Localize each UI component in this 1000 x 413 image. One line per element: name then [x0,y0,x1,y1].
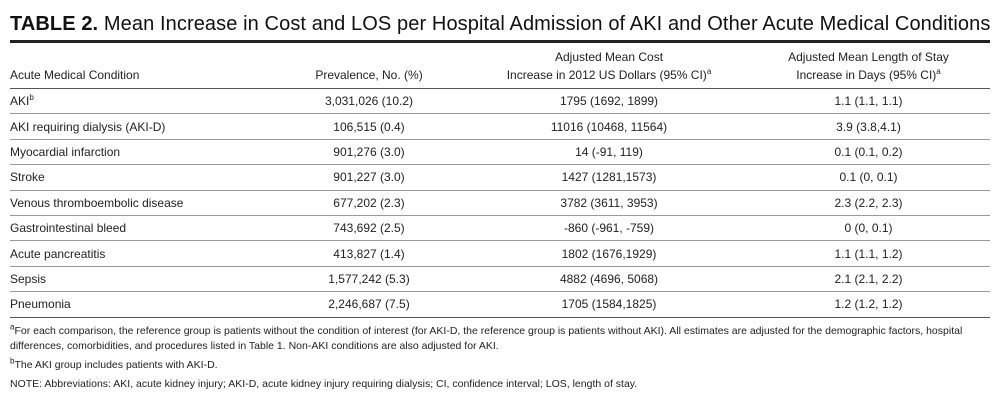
table-document: TABLE 2. Mean Increase in Cost and LOS p… [10,12,990,392]
table-row: Pneumonia 2,246,687 (7.5) 1705 (1584,182… [10,291,990,318]
los-cell: 1.1 (1.1, 1.2) [747,240,990,267]
table-row: Sepsis 1,577,242 (5.3) 4882 (4696, 5068)… [10,266,990,293]
footnote-b-mark: b [10,356,15,366]
condition-cell: Acute pancreatitis [10,240,267,267]
condition-cell: Sepsis [10,266,267,293]
cost-cell: 4882 (4696, 5068) [471,266,747,293]
condition-cell: Myocardial infarction [10,139,267,166]
prevalence-cell: 677,202 (2.3) [267,190,471,216]
condition-footnote: b [29,93,34,103]
prevalence-cell: 106,515 (0.4) [267,113,471,140]
table-row: Gastrointestinal bleed 743,692 (2.5) -86… [10,215,990,242]
condition-cell: Venous thromboembolic disease [10,190,267,216]
prevalence-cell: 2,246,687 (7.5) [267,291,471,318]
los-cell: 0 (0, 0.1) [747,215,990,242]
condition-cell: Stroke [10,164,267,191]
prevalence-cell: 1,577,242 (5.3) [267,266,471,293]
condition-cell: AKIb [10,88,267,115]
cost-cell: 11016 (10468, 11564) [471,113,747,140]
table-title: TABLE 2. Mean Increase in Cost and LOS p… [10,12,990,36]
table-body: AKIb 3,031,026 (10.2) 1795 (1692, 1899) … [10,88,990,318]
header-cost-footnote: a [706,67,712,76]
header-prevalence: Prevalence, No. (%) [267,43,471,89]
prevalence-cell: 743,692 (2.5) [267,215,471,242]
table-caption: Mean Increase in Cost and LOS per Hospit… [98,13,991,35]
table-row: Stroke 901,227 (3.0) 1427 (1281,1573) 0.… [10,164,990,191]
header-los-line2: Increase in Days (95% CI) [796,68,937,82]
prevalence-cell: 901,227 (3.0) [267,164,471,191]
table-row: AKIb 3,031,026 (10.2) 1795 (1692, 1899) … [10,88,990,115]
header-los-footnote: a [936,67,941,76]
header-row: Acute Medical Condition Prevalence, No. … [10,43,990,89]
los-cell: 0.1 (0.1, 0.2) [747,139,990,166]
title-rule [10,40,990,43]
data-table: Acute Medical Condition Prevalence, No. … [10,43,990,318]
table-row: AKI requiring dialysis (AKI-D) 106,515 (… [10,113,990,140]
cost-cell: 3782 (3611, 3953) [471,190,747,216]
table-label: TABLE 2. [10,13,99,35]
table-header: Acute Medical Condition Prevalence, No. … [10,43,990,89]
cost-cell: 1802 (1676,1929) [471,240,747,267]
condition-label: AKI [10,94,30,109]
footnote-b-text: The AKI group includes patients with AKI… [14,358,218,371]
footnote-a: aFor each comparison, the reference grou… [10,322,990,354]
los-cell: 2.3 (2.2, 2.3) [747,190,990,216]
header-cost: Adjusted Mean Cost Increase in 2012 US D… [471,43,747,89]
condition-cell: AKI requiring dialysis (AKI-D) [10,113,267,140]
header-los: Adjusted Mean Length of Stay Increase in… [747,43,990,89]
los-cell: 3.9 (3.8,4.1) [747,113,990,140]
table-footnotes: aFor each comparison, the reference grou… [10,322,990,392]
table-row: Acute pancreatitis 413,827 (1.4) 1802 (1… [10,240,990,267]
table-row: Myocardial infarction 901,276 (3.0) 14 (… [10,139,990,166]
cost-cell: 14 (-91, 119) [471,139,747,166]
footnote-a-text: For each comparison, the reference group… [10,324,963,352]
prevalence-cell: 3,031,026 (10.2) [267,88,471,115]
header-los-line1: Adjusted Mean Length of Stay [788,50,949,64]
condition-cell: Gastrointestinal bleed [10,215,267,242]
cost-cell: -860 (-961, -759) [471,215,747,242]
header-cost-line2: Increase in 2012 US Dollars (95% CI) [506,68,707,82]
header-condition: Acute Medical Condition [10,43,267,89]
footnote-a-mark: a [10,322,15,332]
prevalence-cell: 901,276 (3.0) [267,139,471,166]
los-cell: 2.1 (2.1, 2.2) [747,266,990,293]
cost-cell: 1705 (1584,1825) [471,291,747,318]
footnote-b: bThe AKI group includes patients with AK… [10,356,990,373]
los-cell: 1.1 (1.1, 1.1) [747,88,990,115]
los-cell: 0.1 (0, 0.1) [747,164,990,191]
abbreviations-note: NOTE: Abbreviations: AKI, acute kidney i… [10,377,638,390]
cost-cell: 1427 (1281,1573) [471,164,747,191]
table-row: Venous thromboembolic disease 677,202 (2… [10,190,990,216]
prevalence-cell: 413,827 (1.4) [267,240,471,267]
cost-cell: 1795 (1692, 1899) [471,88,747,115]
header-cost-line1: Adjusted Mean Cost [554,50,664,64]
los-cell: 1.2 (1.2, 1.2) [747,291,990,318]
condition-cell: Pneumonia [10,291,267,318]
